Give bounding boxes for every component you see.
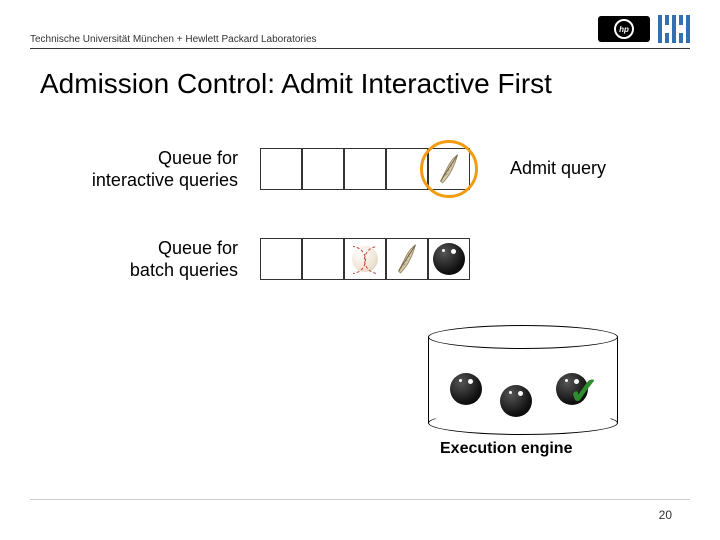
execution-engine-cylinder: ✓ xyxy=(428,325,618,435)
queue-cell xyxy=(386,238,428,280)
sphere-icon xyxy=(500,385,532,417)
queue-cell xyxy=(344,148,386,190)
page-number: 20 xyxy=(659,508,672,522)
logo-group: hp xyxy=(598,15,690,43)
label-line: batch queries xyxy=(130,260,238,280)
header-affiliation: Technische Universität München + Hewlett… xyxy=(30,34,317,45)
batch-queue xyxy=(260,238,470,280)
label-line: Queue for xyxy=(158,238,238,258)
label-line: interactive queries xyxy=(92,170,238,190)
queue-cell xyxy=(428,238,470,280)
queue-cell xyxy=(260,148,302,190)
baseball-icon xyxy=(352,246,378,272)
hp-logo-text: hp xyxy=(614,19,634,39)
cylinder-top xyxy=(428,325,618,349)
queue-cell xyxy=(344,238,386,280)
interactive-queue-label: Queue for interactive queries xyxy=(78,148,238,191)
queue-cell xyxy=(302,238,344,280)
header-divider xyxy=(30,48,690,49)
batch-queue-label: Queue for batch queries xyxy=(78,238,238,281)
sphere-icon xyxy=(450,373,482,405)
slide-title: Admission Control: Admit Interactive Fir… xyxy=(40,68,552,100)
label-line: Queue for xyxy=(158,148,238,168)
feather-icon xyxy=(393,243,421,275)
admit-highlight-circle xyxy=(420,140,478,198)
admit-label: Admit query xyxy=(510,158,606,179)
hp-logo: hp xyxy=(598,16,650,42)
checkmark-icon: ✓ xyxy=(568,369,600,414)
footer-divider xyxy=(30,499,690,500)
queue-cell xyxy=(260,238,302,280)
execution-engine-label: Execution engine xyxy=(440,440,572,458)
sphere-icon: ✓ xyxy=(556,373,588,405)
tum-logo xyxy=(658,15,690,43)
sphere-icon xyxy=(433,243,465,275)
queue-cell xyxy=(302,148,344,190)
